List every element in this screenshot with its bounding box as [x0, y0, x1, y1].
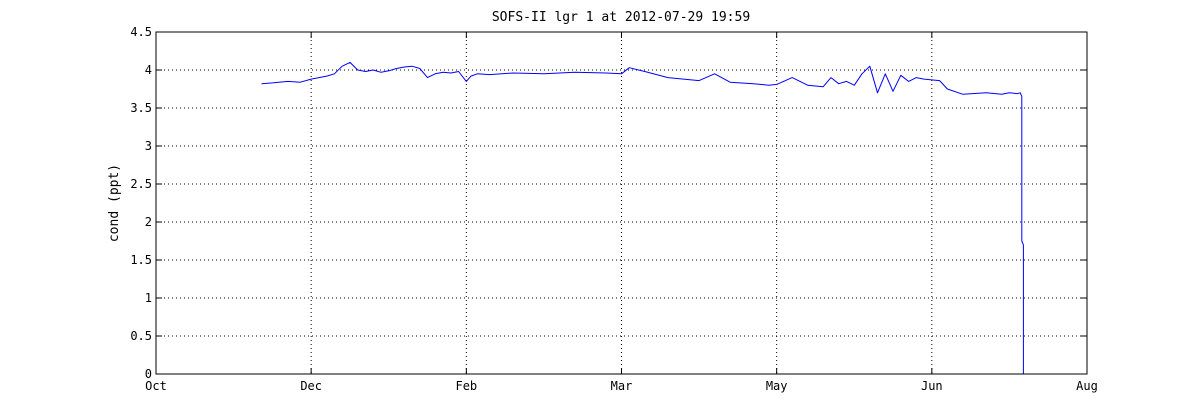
y-tick-label: 1 — [145, 291, 152, 305]
y-tick-label: 3 — [145, 139, 152, 153]
x-tick-label: May — [766, 379, 788, 393]
y-tick-label: 0 — [145, 367, 152, 381]
y-tick-label: 2 — [145, 215, 152, 229]
y-tick-label: 4 — [145, 63, 152, 77]
x-tick-label: Dec — [300, 379, 322, 393]
y-tick-label: 2.5 — [130, 177, 152, 191]
y-tick-labels: 0 0.5 1 1.5 2 2.5 3 3.5 4 4.5 — [130, 25, 152, 381]
x-tick-label: Jun — [921, 379, 943, 393]
chart-title: SOFS-II lgr 1 at 2012-07-29 19:59 — [492, 10, 750, 25]
y-tick-label: 4.5 — [130, 25, 152, 39]
x-tick-label: Aug — [1076, 379, 1098, 393]
x-tick-label: Feb — [455, 379, 477, 393]
x-tick-labels: Oct Dec Feb Mar May Jun Aug — [145, 379, 1098, 393]
y-tick-label: 1.5 — [130, 253, 152, 267]
y-tick-label: 0.5 — [130, 329, 152, 343]
plot-background — [156, 32, 1087, 374]
y-tick-label: 3.5 — [130, 101, 152, 115]
y-axis-label: cond (ppt) — [107, 164, 122, 242]
x-tick-label: Mar — [611, 379, 633, 393]
x-tick-label: Oct — [145, 379, 167, 393]
